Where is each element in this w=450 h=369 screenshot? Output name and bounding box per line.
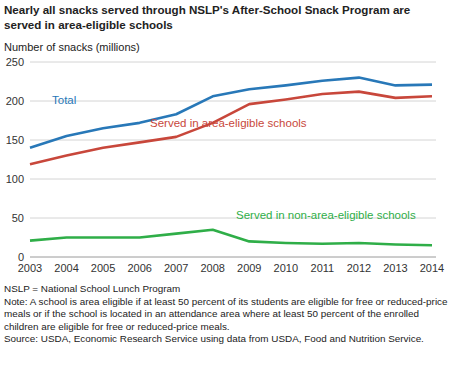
series-label: Served in area-eligible schools (150, 117, 307, 129)
plot-area (30, 78, 432, 246)
grid-line (30, 101, 436, 102)
x-tick-label: 2004 (54, 262, 78, 274)
x-tick-label: 2003 (18, 262, 42, 274)
x-tick-label: 2006 (127, 262, 151, 274)
x-tick-label: 2009 (237, 262, 261, 274)
y-tick-label: 50 (12, 212, 24, 224)
y-tick-label: 100 (6, 173, 24, 185)
x-tick-label: 2012 (347, 262, 371, 274)
x-tick-label: 2005 (91, 262, 115, 274)
grid-line (30, 62, 436, 63)
grid-line (30, 140, 436, 141)
y-tick-label: 150 (6, 134, 24, 146)
x-tick-label: 2011 (311, 262, 335, 274)
grid-line (30, 257, 436, 258)
series-line (30, 92, 432, 165)
note: Note: A school is area eligible if at le… (4, 296, 448, 334)
grid-line (30, 179, 436, 180)
y-tick-label: 250 (6, 56, 24, 68)
title: Nearly all snacks served through NSLP's … (4, 2, 444, 32)
y-axis (30, 62, 31, 257)
x-tick-label: 2014 (420, 262, 444, 274)
series-line (30, 230, 432, 246)
y-axis-label: Number of snacks (millions) (4, 41, 140, 53)
notes: NSLP = National School Lunch ProgramNote… (4, 283, 448, 346)
note: Source: USDA, Economic Research Service … (4, 333, 448, 346)
x-tick-label: 2008 (200, 262, 224, 274)
x-tick-label: 2007 (164, 262, 188, 274)
series-label: Served in non-area-eligible schools (236, 209, 416, 221)
x-tick-label: 2010 (274, 262, 298, 274)
note: NSLP = National School Lunch Program (4, 283, 448, 296)
series-label: Total (52, 94, 76, 106)
y-tick-label: 200 (6, 95, 24, 107)
x-tick-label: 2013 (383, 262, 407, 274)
chart: 0501001502002502003200420052006200720082… (0, 0, 450, 369)
